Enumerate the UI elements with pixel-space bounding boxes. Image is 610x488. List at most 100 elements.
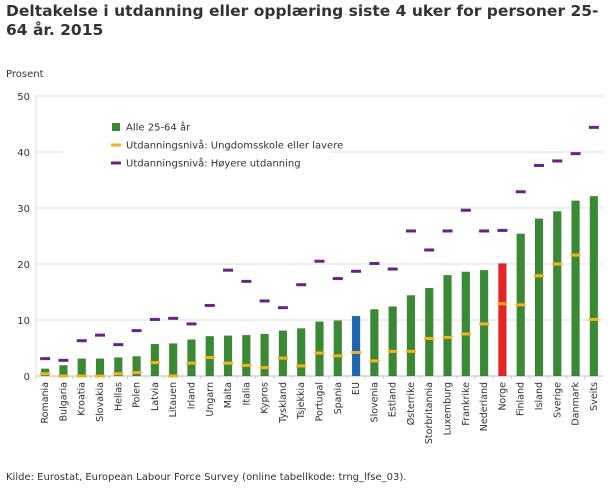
dash-higher-Spania (332, 277, 343, 281)
x-tick-label: Danmark (571, 382, 582, 426)
dash-higher-Sverige (552, 159, 563, 163)
bar-Latvia (150, 343, 160, 377)
dash-higher-Storbritannia (424, 248, 435, 252)
dash-higher-Nederland (479, 229, 490, 233)
dash-lower-Litauen (168, 374, 179, 378)
y-tick-label: 50 (17, 92, 30, 103)
dash-lower-EU (351, 350, 362, 354)
bar-Irland (187, 339, 196, 377)
dash-lower-Estland (387, 349, 398, 353)
dash-higher-Hellas (113, 343, 124, 347)
x-tick-label: Polen (132, 382, 143, 408)
chart-title: Deltakelse i utdanning eller opplæring s… (6, 2, 599, 39)
legend-swatch (111, 143, 121, 147)
dash-lower-Irland (186, 361, 197, 365)
y-axis-label: Prosent (6, 69, 44, 80)
x-tick-label: Sveits (589, 382, 600, 411)
dash-lower-Sveits (588, 317, 599, 321)
x-tick-label: Litauen (168, 382, 179, 417)
bar-Slovakia (95, 358, 105, 377)
x-tick-label: EU (351, 382, 362, 395)
x-tick-label: Malta (223, 382, 234, 408)
dash-higher-Sveits (588, 125, 599, 129)
dash-higher-Kroatia (76, 339, 87, 343)
dash-lower-Tyskland (277, 356, 288, 360)
dash-lower-Slovakia (95, 374, 106, 378)
bar-Portugal (315, 321, 324, 377)
x-tick-label: Storbritannia (424, 382, 435, 444)
x-tick-label: Kypros (260, 382, 271, 414)
x-tick-label: Finland (516, 382, 527, 416)
legend-background (62, 113, 330, 175)
dash-higher-Portugal (314, 259, 325, 263)
bar-Luxemburg (443, 274, 452, 377)
y-tick-label: 0 (24, 372, 30, 383)
x-tick-label: Slovenia (369, 382, 380, 422)
dash-lower-Danmark (570, 253, 581, 257)
bar-Spania (333, 320, 343, 377)
dash-lower-Slovenia (369, 359, 380, 363)
bar-Storbritannia (424, 287, 434, 377)
y-tick-label: 30 (17, 204, 30, 215)
dash-higher-Slovakia (95, 333, 106, 337)
bar-Hellas (114, 357, 123, 377)
x-tick-label: Spania (333, 382, 344, 414)
dash-higher-Slovenia (369, 261, 380, 265)
x-tick-label: Portugal (315, 382, 326, 421)
dash-higher-Latvia (149, 317, 160, 321)
legend-label: Utdanningsnivå: Ungdomsskole eller laver… (126, 139, 343, 152)
x-tick-label: Tsjekkia (296, 382, 307, 420)
x-tick-label: Luxemburg (443, 382, 454, 435)
dash-higher-Island (533, 163, 544, 167)
dash-lower-Portugal (314, 351, 325, 355)
bar-Tsjekkia (296, 328, 306, 377)
x-tick-label: Ungarn (205, 382, 216, 417)
x-tick-label: Østerrike (406, 382, 417, 425)
dash-lower-Norge (497, 302, 508, 306)
dash-lower-Tsjekkia (296, 364, 307, 368)
dash-higher-Irland (186, 322, 197, 326)
x-tick-label: Frankrike (461, 382, 472, 426)
x-tick-label: Tyskland (278, 382, 289, 424)
x-tick-label: Romania (40, 382, 51, 424)
dash-lower-Sverige (552, 262, 563, 266)
x-tick-label: Slovakia (95, 382, 106, 422)
dash-higher-Ungarn (204, 303, 215, 307)
dash-lower-Bulgaria (58, 374, 69, 378)
bar-Sveits (589, 195, 599, 377)
bar-Østerrike (406, 295, 416, 377)
dash-higher-Finland (515, 190, 526, 194)
x-tick-label: Nederland (479, 382, 490, 431)
dash-higher-Bulgaria (58, 358, 69, 362)
y-tick-label: 20 (17, 260, 30, 271)
bar-Italia (242, 334, 251, 377)
dash-higher-Kypros (259, 299, 270, 303)
bar-Slovenia (370, 309, 379, 377)
bar-Danmark (571, 200, 580, 377)
bar-Bulgaria (59, 365, 68, 377)
bar-Malta (223, 335, 233, 377)
dash-higher-Østerrike (405, 229, 416, 233)
bar-Litauen (168, 343, 178, 377)
dash-lower-Luxemburg (442, 335, 453, 339)
dash-lower-Spania (332, 354, 343, 358)
x-tick-label: Island (534, 382, 545, 410)
dash-higher-EU (351, 269, 362, 273)
dash-lower-Frankrike (460, 332, 471, 336)
dash-higher-Romania (40, 357, 51, 361)
legend-swatch (112, 123, 120, 131)
dash-higher-Litauen (168, 316, 179, 320)
dash-higher-Estland (387, 267, 398, 271)
dash-lower-Malta (223, 361, 234, 365)
dash-lower-Storbritannia (424, 336, 435, 340)
x-tick-label: Sverige (552, 382, 563, 418)
dash-lower-Finland (515, 303, 526, 307)
dash-higher-Italia (241, 279, 252, 283)
x-tick-label: Hellas (113, 382, 124, 411)
dash-lower-Østerrike (405, 349, 416, 353)
legend-label: Alle 25-64 år (126, 121, 191, 134)
x-tick-label: Kroatia (77, 382, 88, 416)
dash-lower-Nederland (479, 322, 490, 326)
dash-lower-Latvia (149, 361, 160, 365)
y-tick-label: 40 (17, 148, 30, 159)
